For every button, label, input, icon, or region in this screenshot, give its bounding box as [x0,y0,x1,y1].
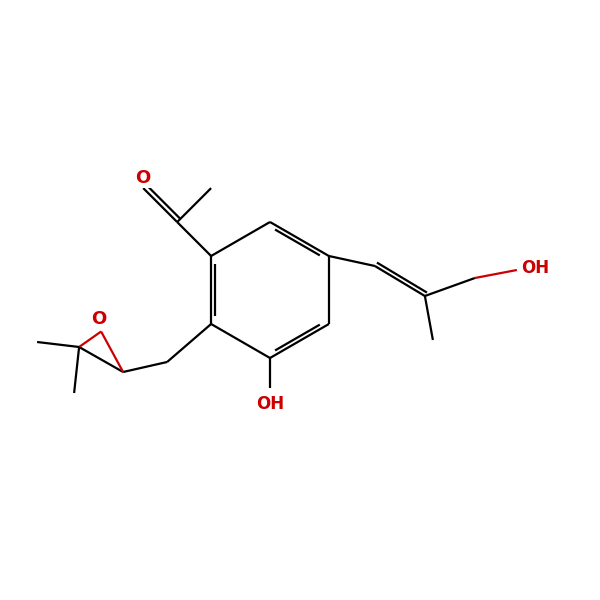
Text: O: O [91,310,107,328]
Text: OH: OH [256,395,284,413]
Text: O: O [136,169,151,187]
Text: OH: OH [521,259,549,277]
